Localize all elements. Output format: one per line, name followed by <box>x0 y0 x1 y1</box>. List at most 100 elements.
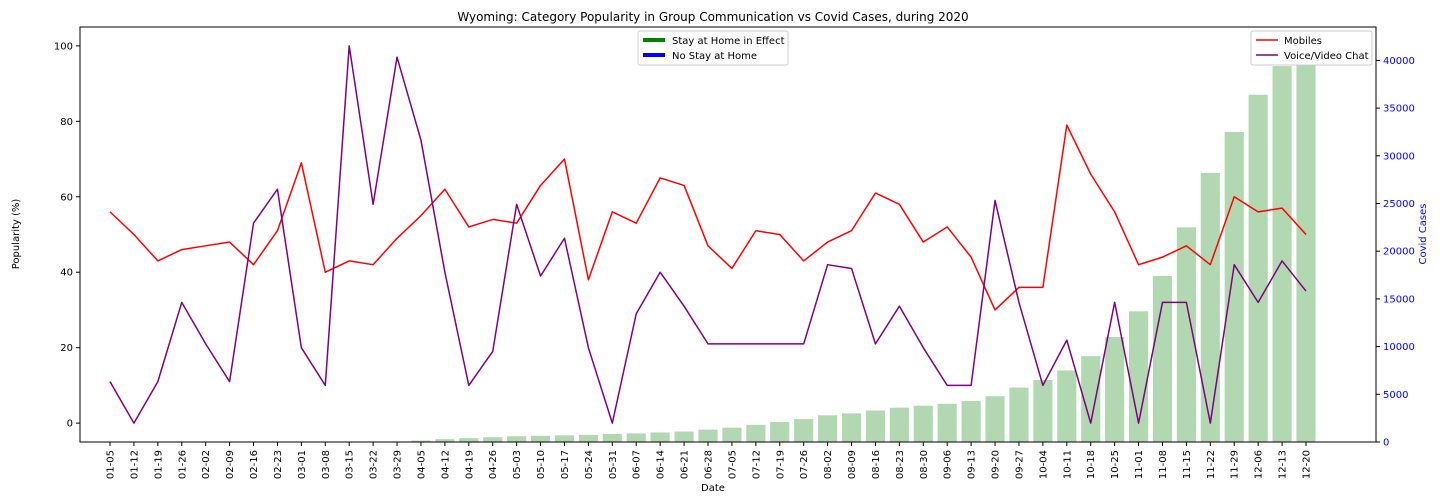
covid-bar <box>746 424 766 442</box>
x-tick-label: 09-27 <box>1014 450 1025 479</box>
y-tick-label: 20 <box>60 343 73 354</box>
covid-bar <box>1248 94 1268 443</box>
x-tick-label: 03-15 <box>345 450 356 479</box>
y-tick-label: 80 <box>60 117 73 128</box>
y2-tick-label: 0 <box>1383 438 1389 449</box>
covid-bar <box>818 415 838 442</box>
covid-bar <box>1152 276 1173 442</box>
y-tick-label: 0 <box>67 419 73 430</box>
x-tick-label: 12-13 <box>1278 450 1289 479</box>
x-tick-label: 06-14 <box>656 450 667 479</box>
x-tick-label: 08-30 <box>919 450 930 479</box>
y-axis-label: Popularity (%) <box>11 199 22 270</box>
x-axis-label: Date <box>701 483 725 494</box>
y2-tick-label: 35000 <box>1383 104 1415 115</box>
covid-bar <box>985 396 1005 442</box>
y-tick-label: 40 <box>60 268 73 279</box>
x-tick-label: 11-22 <box>1206 450 1217 479</box>
series-line-mobiles <box>109 124 1307 311</box>
covid-bar <box>1033 379 1053 442</box>
covid-bar <box>459 438 479 442</box>
x-tick-label: 10-11 <box>1062 450 1073 479</box>
covid-bar <box>865 410 886 442</box>
x-tick-label: 11-01 <box>1134 450 1145 479</box>
covid-bar <box>507 436 527 442</box>
x-tick-label: 07-12 <box>751 450 762 479</box>
covid-bar <box>889 407 909 442</box>
x-tick-label: 10-25 <box>1110 450 1121 479</box>
x-tick-label: 07-26 <box>799 450 810 479</box>
x-tick-label: 04-12 <box>440 450 451 479</box>
y-axis-right: 0 5000 10000 15000 20000 25000 30000 35000 40000 <box>1376 56 1415 449</box>
x-tick-label: 04-26 <box>488 450 499 479</box>
x-tick-label: 11-08 <box>1158 450 1169 479</box>
x-tick-label: 11-15 <box>1182 450 1193 479</box>
x-tick-label: 08-09 <box>847 450 858 479</box>
covid-bar <box>770 421 790 442</box>
x-tick-label: 05-17 <box>560 450 571 479</box>
covid-bar <box>530 435 551 442</box>
covid-bar <box>483 437 503 442</box>
x-tick-label: 02-23 <box>273 450 284 479</box>
x-tick-label: 05-10 <box>536 450 547 479</box>
y2-tick-label: 30000 <box>1383 151 1415 162</box>
x-tick-label: 03-22 <box>369 450 380 479</box>
legend-label-voice-video: Voice/Video Chat <box>1284 51 1369 62</box>
y-axis-left: 0 20 40 60 80 100 <box>54 41 80 430</box>
covid-bar <box>674 431 694 442</box>
x-tick-label: 01-26 <box>177 450 188 479</box>
legend-label-no-stay-home: No Stay at Home <box>672 51 757 62</box>
policy-legend-box <box>637 30 789 66</box>
covid-bar <box>1009 387 1029 442</box>
covid-bar <box>722 427 742 442</box>
x-tick-label: 08-02 <box>823 450 834 479</box>
x-tick-label: 12-06 <box>1254 450 1265 479</box>
y-tick-label: 100 <box>54 41 73 52</box>
legend-label-stay-home: Stay at Home in Effect <box>672 36 785 47</box>
x-tick-label: 08-16 <box>871 450 882 479</box>
x-tick-label: 10-04 <box>1038 450 1049 479</box>
x-tick-label: 06-07 <box>632 450 643 479</box>
x-axis: 01-05 01-12 01-19 01-26 02-02 02-09 02-16 02-23… <box>106 442 1313 479</box>
series-legend-box <box>1250 30 1373 66</box>
x-tick-label: 10-18 <box>1086 450 1097 479</box>
y2-tick-label: 40000 <box>1383 56 1415 67</box>
y2-tick-label: 5000 <box>1383 390 1408 401</box>
x-tick-label: 07-05 <box>727 450 738 479</box>
x-tick-label: 09-20 <box>991 450 1002 479</box>
covid-bar <box>1105 337 1125 442</box>
x-tick-label: 09-13 <box>967 450 978 479</box>
covid-bar <box>1081 356 1101 442</box>
covid-bar <box>602 433 622 442</box>
covid-bar <box>650 432 670 442</box>
x-tick-label: 11-29 <box>1230 450 1241 479</box>
x-tick-label: 05-24 <box>584 450 595 479</box>
x-tick-label: 12-20 <box>1302 450 1313 479</box>
y2-axis-label: Covid Cases <box>1418 203 1429 264</box>
x-tick-label: 08-23 <box>895 450 906 479</box>
covid-bar <box>411 440 431 442</box>
y-tick-label: 60 <box>60 192 73 203</box>
covid-bar <box>794 419 814 442</box>
x-tick-label: 04-05 <box>416 450 427 479</box>
x-tick-label: 04-19 <box>464 450 475 479</box>
x-tick-label: 09-06 <box>943 450 954 479</box>
covid-bar <box>961 400 981 442</box>
covid-bar <box>554 435 575 442</box>
x-tick-label: 07-19 <box>775 450 786 479</box>
x-tick-label: 01-19 <box>153 450 164 479</box>
legend-label-mobiles: Mobiles <box>1284 36 1322 47</box>
covid-bar <box>1176 227 1196 442</box>
series-legend: Mobiles Voice/Video Chat <box>1250 30 1373 66</box>
x-tick-label: 03-01 <box>297 450 308 479</box>
x-tick-label: 06-21 <box>680 450 691 479</box>
y2-tick-label: 20000 <box>1383 247 1415 258</box>
series-line-voice-video <box>109 45 1307 424</box>
covid-bar <box>698 429 718 442</box>
covid-bar <box>1200 172 1220 442</box>
y2-tick-label: 15000 <box>1383 294 1415 305</box>
covid-bar <box>937 403 957 442</box>
x-tick-label: 03-08 <box>321 450 332 479</box>
covid-bar <box>841 413 862 442</box>
